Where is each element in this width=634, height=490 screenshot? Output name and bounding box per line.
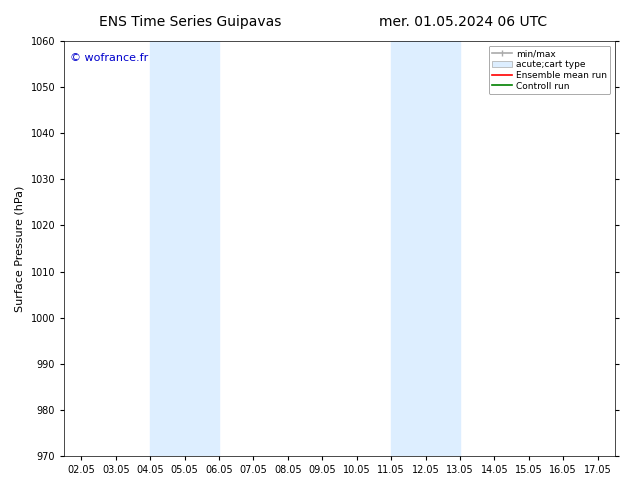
Legend: min/max, acute;cart type, Ensemble mean run, Controll run: min/max, acute;cart type, Ensemble mean … [489, 46, 611, 94]
Y-axis label: Surface Pressure (hPa): Surface Pressure (hPa) [15, 185, 25, 312]
Text: © wofrance.fr: © wofrance.fr [70, 53, 148, 64]
Bar [150, 41, 219, 456]
Text: mer. 01.05.2024 06 UTC: mer. 01.05.2024 06 UTC [378, 15, 547, 29]
Bar [391, 41, 460, 456]
Text: ENS Time Series Guipavas: ENS Time Series Guipavas [99, 15, 281, 29]
